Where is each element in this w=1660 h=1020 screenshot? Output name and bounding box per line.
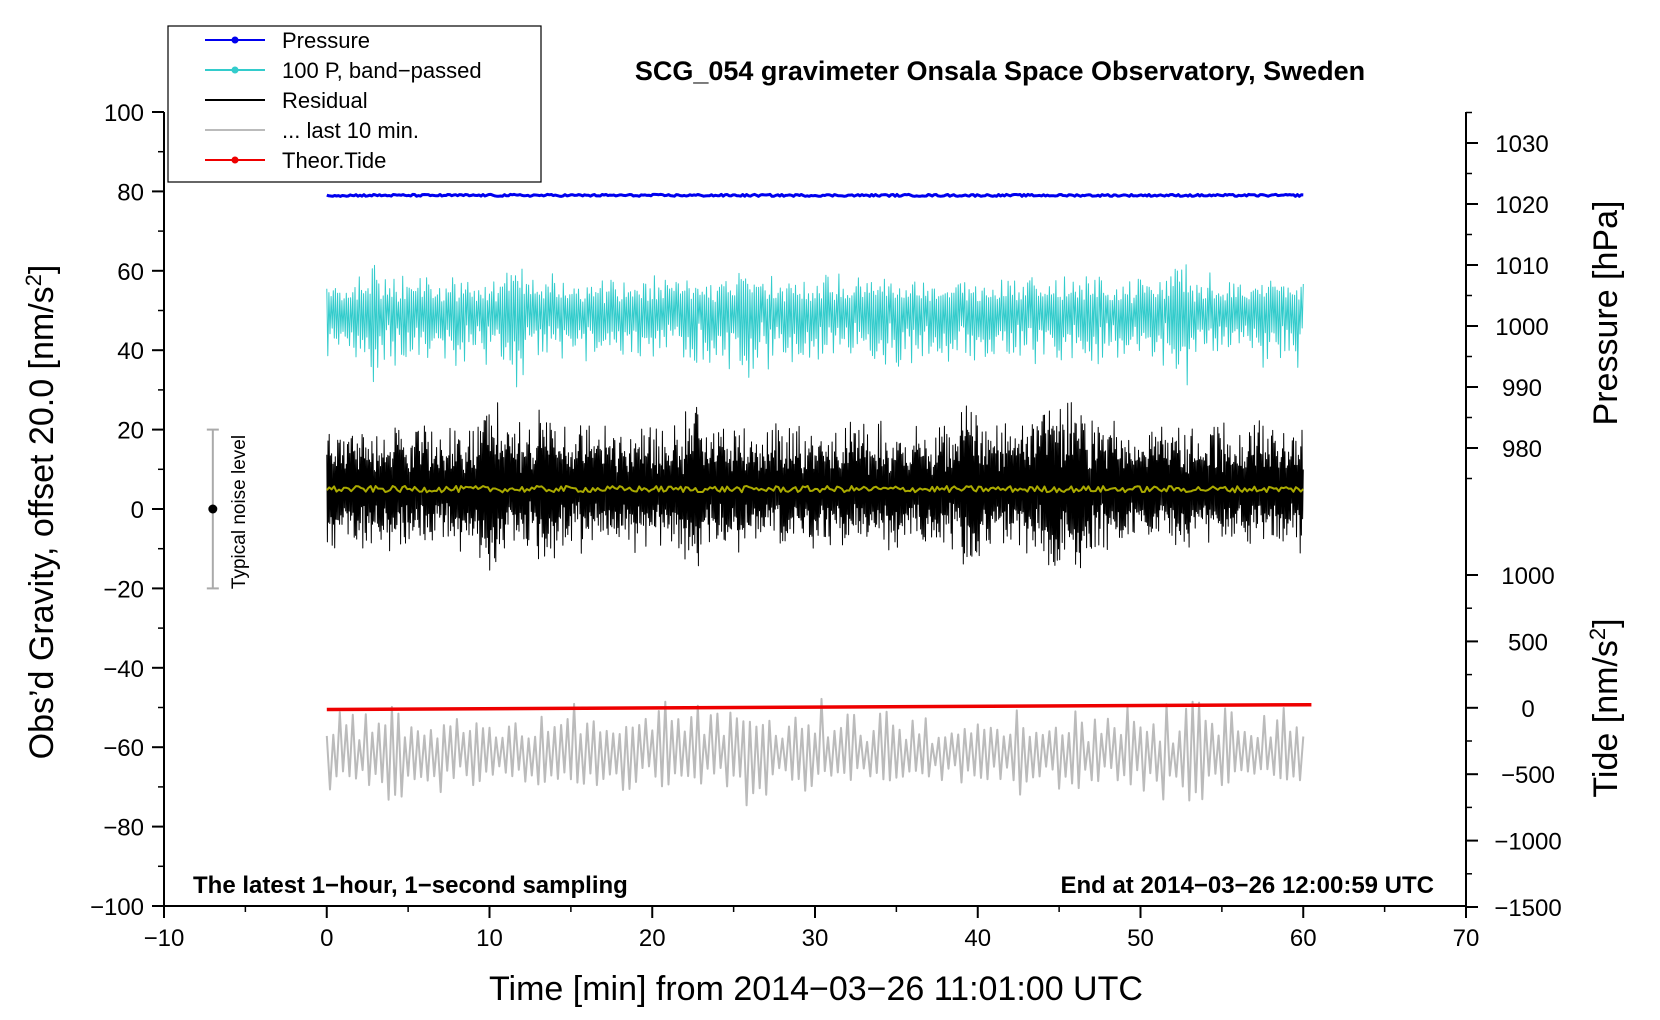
legend-label: Pressure [282,28,370,53]
y-tick-label: −60 [103,735,144,762]
y-axis-tide-title: Tide [nm/s2] [1585,618,1626,797]
legend-item: 100 P, band−passed [205,58,482,83]
y-axis-left-title: Obs’d Gravity, offset 20.0 [nm/s2] [21,265,62,760]
pressure-tick-label: 990 [1502,375,1542,402]
legend-item: Pressure [205,28,370,53]
legend-swatch-marker [231,156,239,164]
series-residual-smoothed [326,485,1305,494]
y-tick-label: 0 [131,497,144,524]
noise-bar [206,428,219,590]
y-axis-left-title-end: ] [23,265,61,274]
legend: Pressure 100 P, band−passed Residual ... la… [167,25,542,183]
legend-box [167,25,542,183]
pressure-tick-label: 980 [1502,436,1542,463]
x-tick-label: 60 [1290,925,1317,952]
legend-label: Residual [282,88,368,113]
x-tick-label: 50 [1127,925,1154,952]
x-tick-label: −10 [144,925,185,952]
pressure-tick-label: 1000 [1495,314,1548,341]
legend-item: Theor.Tide [205,148,386,173]
y-tick-label: −20 [103,576,144,603]
y-axis-tide-title-end: ] [1587,618,1625,627]
legend-label: 100 P, band−passed [282,58,482,83]
x-tick-label: 10 [476,925,503,952]
y-tick-label: −80 [103,815,144,842]
chart-title: SCG_054 gravimeter Onsala Space Observat… [635,56,1365,86]
series-pressure [326,192,1304,198]
y-axis-tide-title-main: Tide [nm/s [1587,640,1625,797]
legend-item: ... last 10 min. [205,118,419,143]
y-tick-label: −100 [90,894,144,921]
series-100-p-band-passed [326,264,1304,388]
series-layer [325,192,1312,807]
noise-bar-center-dot [208,504,218,514]
noise-level-label: Typical noise level [229,435,250,589]
tide-tick-label: −1000 [1494,829,1561,856]
legend-item: Residual [205,88,368,113]
y-tick-label: 80 [117,179,144,206]
y-tick-label: 100 [104,100,144,127]
tide-tick-label: −1500 [1494,895,1561,922]
tide-tick-label: 1000 [1501,563,1554,590]
y-tick-label: 60 [117,259,144,286]
x-axis-title: Time [min] from 2014−03−26 11:01:00 UTC [489,970,1143,1008]
x-tick-label: 20 [639,925,666,952]
x-tick-label: 40 [964,925,991,952]
y-tick-label: 20 [117,418,144,445]
pressure-tick-label: 1030 [1495,131,1548,158]
y-axis-tide-title-sup: 2 [1585,628,1610,640]
pressure-tick-label: 1020 [1495,192,1548,219]
sampling-note: The latest 1−hour, 1−second sampling [193,872,628,899]
legend-label: Theor.Tide [282,148,386,173]
series-theor-tide [326,702,1312,712]
x-tick-label: 0 [320,925,333,952]
y-axis-left-title-sup: 2 [21,274,46,286]
end-time-note: End at 2014−03−26 12:00:59 UTC [1060,872,1434,899]
legend-label: ... last 10 min. [282,118,419,143]
y-tick-label: −40 [103,656,144,683]
series-last-10-min [325,697,1305,807]
series-residual [326,402,1304,571]
axes-layer: −10 0 10 20 30 40 50 60 70100806040200−20−40−60−… [90,100,1562,952]
legend-items: Pressure 100 P, band−passed Residual ... la… [205,28,482,173]
y-tick-label: 40 [117,338,144,365]
noise-level-indicator: Typical noise level [206,428,250,590]
x-tick-label: 70 [1453,925,1480,952]
tide-tick-label: 500 [1508,629,1548,656]
legend-swatch-marker [231,66,239,74]
legend-swatch-marker [231,36,239,44]
tide-tick-label: 0 [1521,696,1534,723]
tide-tick-label: −500 [1501,762,1555,789]
y-axis-pressure-title: Pressure [hPa] [1587,201,1625,426]
y-axis-left-title-main: Obs’d Gravity, offset 20.0 [nm/s [23,286,61,759]
pressure-tick-label: 1010 [1495,253,1548,280]
x-tick-label: 30 [802,925,829,952]
